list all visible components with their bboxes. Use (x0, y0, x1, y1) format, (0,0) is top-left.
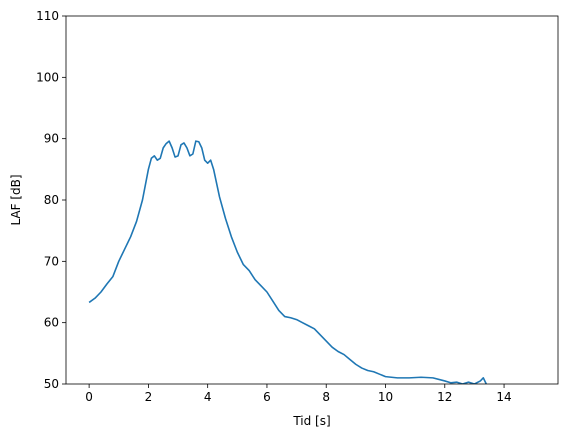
x-tick-label: 14 (496, 390, 511, 404)
x-tick-label: 6 (263, 390, 271, 404)
x-tick-label: 8 (322, 390, 330, 404)
plot-frame (65, 15, 559, 385)
y-tick-label: 60 (44, 316, 59, 330)
y-tick-label: 100 (36, 70, 59, 84)
x-tick-label: 12 (437, 390, 452, 404)
y-axis-label: LAF [dB] (9, 174, 23, 225)
x-tick-label: 10 (378, 390, 393, 404)
y-tick-label: 50 (44, 377, 59, 391)
x-tick-label: 2 (145, 390, 153, 404)
y-tick-label: 90 (44, 132, 59, 146)
data-line (88, 140, 487, 384)
x-tick-label: 0 (85, 390, 93, 404)
y-tick-label: 70 (44, 254, 59, 268)
x-tick-label: 4 (204, 390, 212, 404)
y-tick-label: 80 (44, 193, 59, 207)
x-axis-label: Tid [s] (292, 414, 330, 428)
y-tick-label: 110 (36, 9, 59, 23)
